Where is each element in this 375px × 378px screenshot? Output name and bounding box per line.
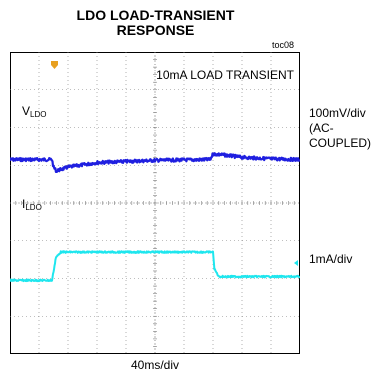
grid	[10, 52, 300, 354]
series-line-ildo	[10, 250, 300, 283]
figure-code: toc08	[272, 40, 295, 50]
load-transient-annotation: 10mA LOAD TRANSIENT	[156, 68, 294, 82]
vldo-scale-line1: 100mV/div	[309, 106, 366, 120]
chart-title-line2: RESPONSE	[116, 22, 195, 38]
ildo-label: ILDO	[22, 197, 42, 212]
chart-title-line1: LDO LOAD-TRANSIENT	[76, 7, 235, 23]
series-line-vldo	[10, 152, 300, 173]
x-axis-scale: 40ms/div	[130, 358, 180, 372]
trigger-marker-icon	[51, 61, 58, 69]
vldo-scale-line3: COUPLED)	[309, 136, 372, 150]
vldo-label: VLDO	[22, 104, 47, 119]
ildo-scale: 1mA/div	[309, 252, 353, 266]
ground-marker-icon	[294, 260, 298, 266]
traces	[10, 152, 300, 283]
vldo-scale: 100mV/div (AC- COUPLED)	[309, 106, 373, 151]
scope-plot: 10mA LOAD TRANSIENT	[10, 52, 300, 354]
vldo-scale-line2: (AC-	[309, 121, 334, 135]
